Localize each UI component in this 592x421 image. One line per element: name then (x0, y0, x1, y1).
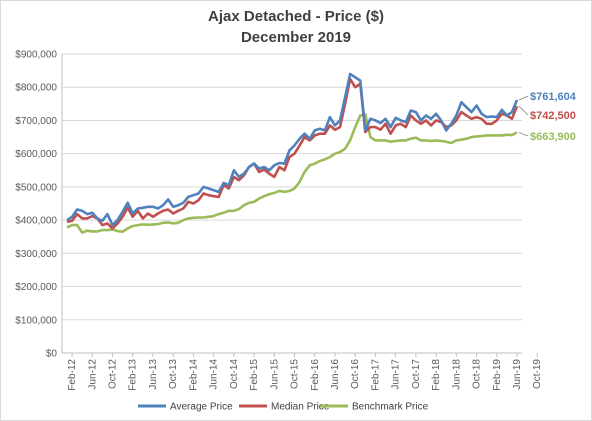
y-tick-label: $900,000 (15, 50, 57, 61)
x-tick-label: Jun-12 (87, 359, 98, 390)
x-tick-label: Oct-18 (472, 359, 483, 389)
x-tick-label: Feb-19 (492, 359, 503, 391)
y-tick-label: $700,000 (15, 116, 57, 127)
x-tick-label: Feb-12 (67, 359, 78, 391)
y-tick-label: $100,000 (15, 315, 57, 326)
y-tick-label: $200,000 (15, 282, 57, 293)
y-tick-label: $0 (46, 349, 58, 360)
legend: Average Price Median Price Benchmark Price (138, 402, 429, 413)
end-label-leader (518, 132, 529, 137)
x-tick-label: Feb-16 (310, 359, 321, 391)
x-tick-label: Jun-17 (391, 359, 402, 390)
end-label-leader (518, 106, 529, 116)
y-tick-label: $500,000 (15, 182, 57, 193)
chart-title: Ajax Detached - Price ($) (208, 8, 384, 25)
x-tick-label: Feb-17 (370, 359, 381, 391)
x-tick-label: Jun-18 (451, 359, 462, 390)
y-tick-label: $800,000 (15, 83, 57, 94)
x-tick-label: Oct-14 (229, 359, 240, 389)
x-tick-label: Oct-19 (532, 359, 543, 389)
y-tick-label: $600,000 (15, 149, 57, 160)
x-axis: Feb-12 Jun-12 Oct-12 Feb-13 Jun-13 Oct-13 Feb-… (67, 353, 543, 391)
x-tick-label: Oct-12 (108, 359, 119, 389)
x-tick-label: Oct-15 (290, 359, 301, 389)
legend-label: Average Price (170, 402, 233, 413)
end-label-median-price: $742,500 (530, 110, 576, 122)
gridlines (61, 53, 522, 354)
y-axis: $0 $100,000 $200,000 $300,000 $400,000 $500,0… (15, 50, 57, 360)
end-label-average-price: $761,604 (530, 91, 577, 103)
x-tick-label: Feb-18 (431, 359, 442, 391)
legend-label: Benchmark Price (352, 402, 429, 413)
x-tick-label: Oct-13 (168, 359, 179, 389)
series-line-benchmark-price (66, 113, 518, 234)
x-tick-label: Oct-16 (350, 359, 361, 389)
chart-subtitle: December 2019 (240, 29, 352, 46)
x-tick-label: Jun-14 (209, 359, 220, 390)
series-line-average-price (66, 72, 519, 227)
x-tick-label: Feb-13 (128, 359, 139, 391)
x-tick-label: Jun-16 (330, 359, 341, 390)
x-tick-label: Jun-13 (148, 359, 159, 390)
y-tick-label: $400,000 (15, 216, 57, 227)
x-tick-label: Oct-17 (411, 359, 422, 389)
end-labels: $761,604 $742,500 $663,900 (518, 91, 577, 143)
legend-label: Median Price (271, 402, 330, 413)
x-tick-label: Feb-14 (188, 359, 199, 391)
y-tick-label: $300,000 (15, 249, 57, 260)
x-tick-label: Jun-15 (269, 359, 280, 390)
end-label-benchmark-price: $663,900 (530, 131, 576, 143)
series-lines (66, 72, 519, 234)
end-label-leader (518, 95, 529, 101)
x-tick-label: Feb-15 (249, 359, 260, 391)
x-tick-label: Jun-19 (512, 359, 523, 390)
